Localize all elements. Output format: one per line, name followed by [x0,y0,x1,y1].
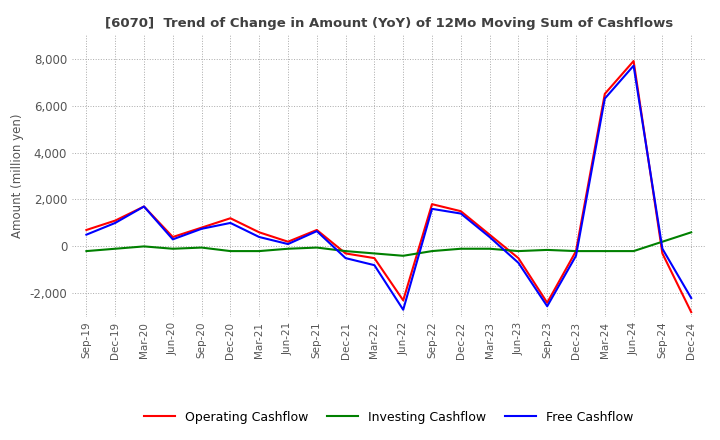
Free Cashflow [687,295,696,301]
Free Cashflow [82,232,91,237]
Investing Cashflow [370,251,379,256]
Operating Cashflow [399,298,408,303]
Investing Cashflow [226,249,235,254]
Operating Cashflow [456,209,465,214]
Investing Cashflow [572,249,580,254]
Free Cashflow [168,237,177,242]
Title: [6070]  Trend of Change in Amount (YoY) of 12Mo Moving Sum of Cashflows: [6070] Trend of Change in Amount (YoY) o… [104,17,673,30]
Free Cashflow [428,206,436,212]
Free Cashflow [600,96,609,101]
Free Cashflow [543,304,552,309]
Investing Cashflow [456,246,465,251]
Investing Cashflow [284,246,292,251]
Free Cashflow [399,307,408,312]
Free Cashflow [485,235,494,240]
Free Cashflow [629,63,638,68]
Investing Cashflow [428,249,436,254]
Free Cashflow [284,242,292,247]
Free Cashflow [312,228,321,234]
Operating Cashflow [370,256,379,261]
Operating Cashflow [197,225,206,230]
Operating Cashflow [284,239,292,244]
Free Cashflow [370,263,379,268]
Operating Cashflow [514,256,523,261]
Free Cashflow [111,220,120,226]
Investing Cashflow [687,230,696,235]
Investing Cashflow [600,249,609,254]
Free Cashflow [456,211,465,216]
Free Cashflow [226,220,235,226]
Investing Cashflow [111,246,120,251]
Investing Cashflow [168,246,177,251]
Investing Cashflow [197,245,206,250]
Operating Cashflow [82,227,91,233]
Investing Cashflow [82,249,91,254]
Legend: Operating Cashflow, Investing Cashflow, Free Cashflow: Operating Cashflow, Investing Cashflow, … [139,406,639,429]
Operating Cashflow [658,251,667,256]
Operating Cashflow [255,230,264,235]
Free Cashflow [140,204,148,209]
Operating Cashflow [485,232,494,237]
Investing Cashflow [399,253,408,258]
Investing Cashflow [543,247,552,253]
Operating Cashflow [600,91,609,96]
Line: Investing Cashflow: Investing Cashflow [86,232,691,256]
Operating Cashflow [312,227,321,233]
Line: Free Cashflow: Free Cashflow [86,66,691,310]
Investing Cashflow [140,244,148,249]
Investing Cashflow [658,239,667,244]
Operating Cashflow [140,204,148,209]
Operating Cashflow [687,309,696,315]
Investing Cashflow [485,246,494,251]
Free Cashflow [514,260,523,265]
Operating Cashflow [572,249,580,254]
Investing Cashflow [341,249,350,254]
Investing Cashflow [514,249,523,254]
Operating Cashflow [629,59,638,64]
Operating Cashflow [168,235,177,240]
Investing Cashflow [629,249,638,254]
Investing Cashflow [312,245,321,250]
Operating Cashflow [111,218,120,223]
Operating Cashflow [428,202,436,207]
Free Cashflow [658,246,667,251]
Operating Cashflow [341,251,350,256]
Operating Cashflow [543,300,552,305]
Free Cashflow [572,253,580,258]
Free Cashflow [197,226,206,231]
Y-axis label: Amount (million yen): Amount (million yen) [11,114,24,238]
Free Cashflow [255,235,264,240]
Operating Cashflow [226,216,235,221]
Line: Operating Cashflow: Operating Cashflow [86,61,691,312]
Free Cashflow [341,256,350,261]
Investing Cashflow [255,249,264,254]
